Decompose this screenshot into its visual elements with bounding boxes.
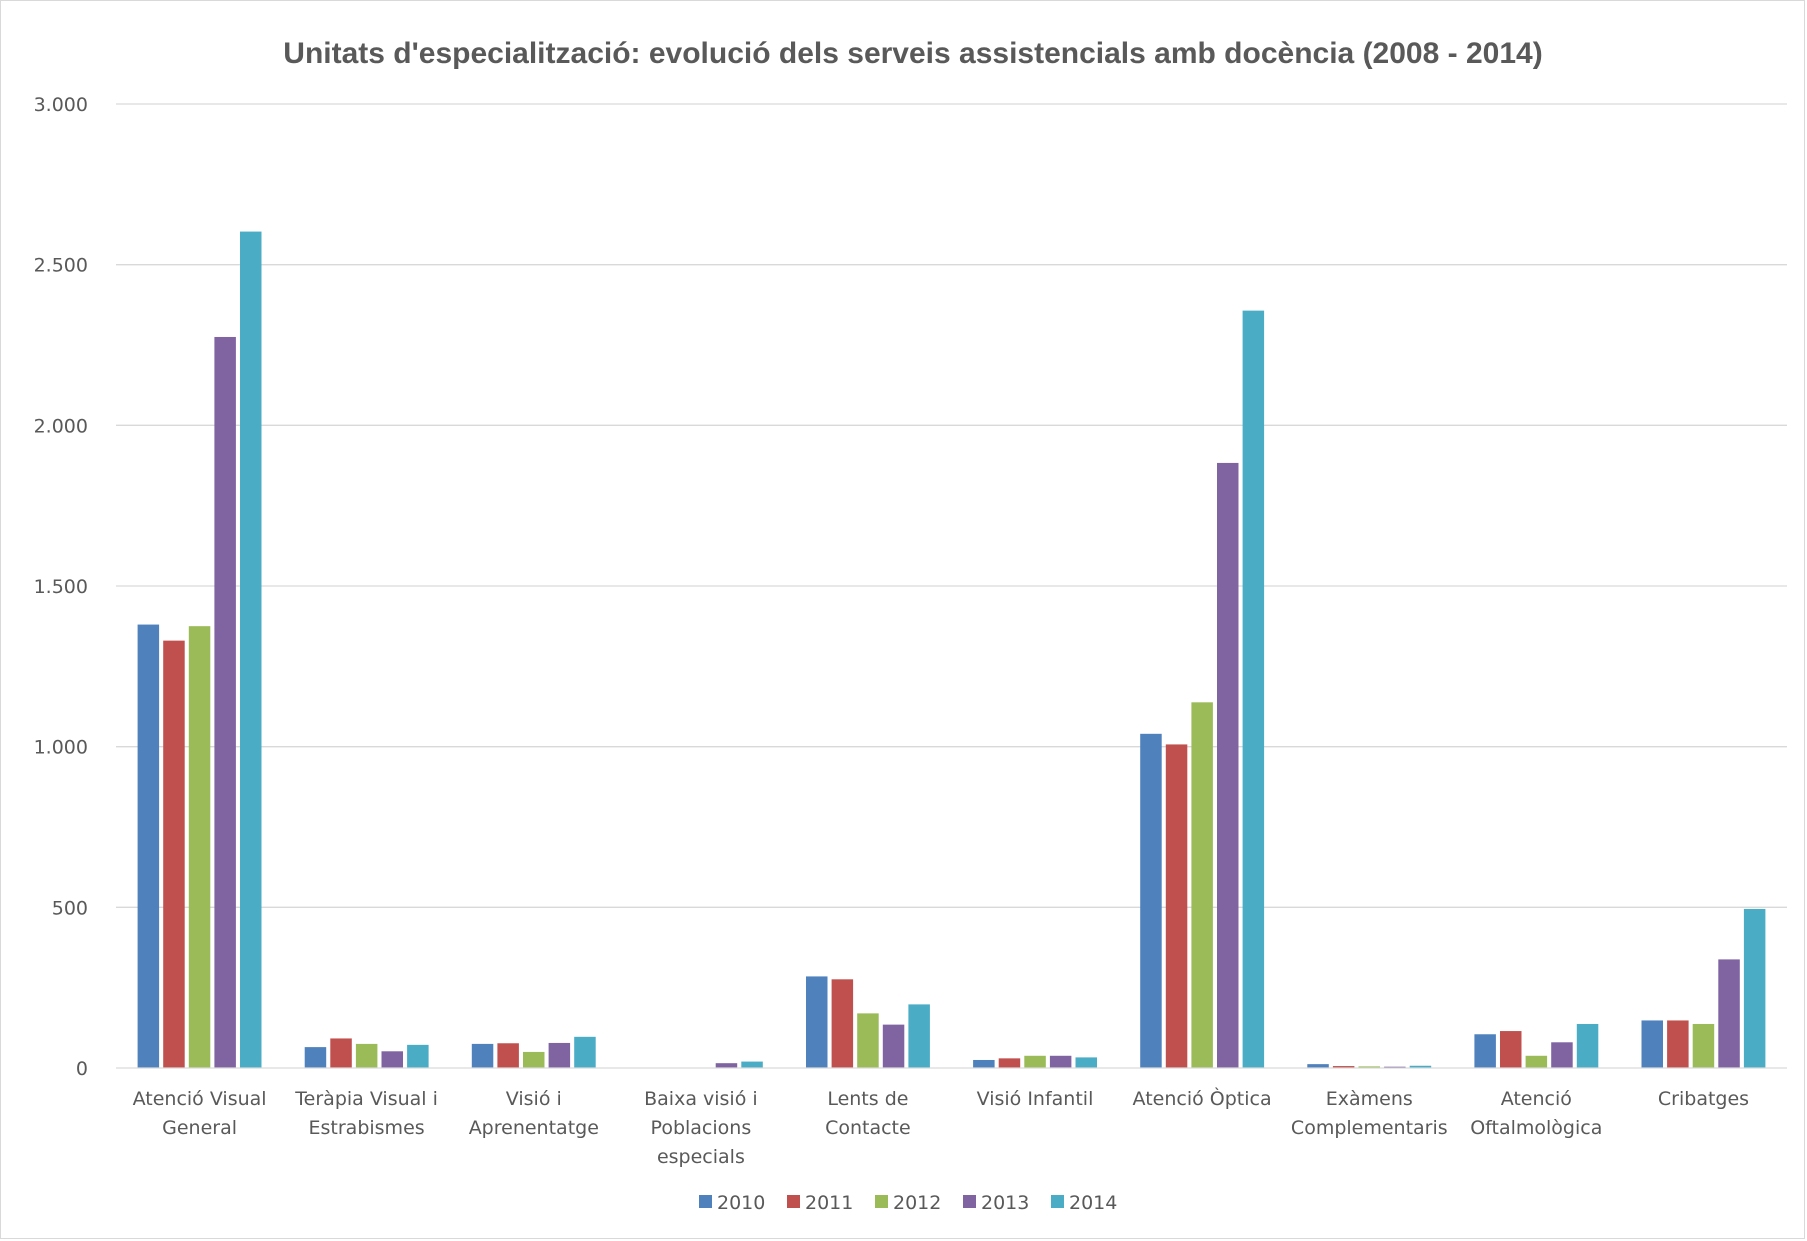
legend-swatch-2014 — [1051, 1195, 1064, 1208]
bar-2010-5 — [973, 1059, 995, 1068]
y-axis-ticks: 0 500 1.000 1.500 2.000 2.500 3.000 — [34, 94, 88, 1080]
category-label: Contacte — [825, 1117, 911, 1139]
legend-label: 2010 — [717, 1192, 765, 1214]
bars — [137, 231, 1766, 1069]
bar-2012-2 — [523, 1051, 545, 1068]
legend-swatch-2010 — [699, 1195, 712, 1208]
legend-label: 2013 — [981, 1192, 1029, 1214]
y-tick-label: 2.000 — [34, 415, 88, 437]
bar-2010-9 — [1641, 1020, 1663, 1068]
category-label: Complementaris — [1291, 1117, 1448, 1139]
bar-2010-8 — [1474, 1034, 1496, 1068]
bar-2011-8 — [1500, 1031, 1522, 1068]
chart-title: Unitats d'especialització: evolució dels… — [283, 37, 1542, 70]
category-label: Oftalmològica — [1470, 1117, 1602, 1139]
bar-2012-8 — [1525, 1055, 1548, 1068]
bar-2013-0 — [214, 336, 236, 1069]
bar-2013-8 — [1551, 1042, 1573, 1068]
bar-2014-4 — [908, 1004, 930, 1068]
bar-2014-9 — [1743, 908, 1766, 1068]
bar-2010-7 — [1307, 1064, 1329, 1068]
category-label: Baixa visió i — [644, 1088, 758, 1110]
bar-2011-0 — [163, 640, 185, 1068]
bar-2011-2 — [497, 1043, 519, 1068]
y-tick-label: 1.000 — [34, 737, 88, 759]
category-labels: Atenció Visual General Teràpia Visual i Est… — [133, 1086, 1749, 1168]
category-label: Exàmens — [1326, 1088, 1413, 1110]
bar-2014-1 — [407, 1044, 429, 1068]
bar-2012-5 — [1024, 1055, 1046, 1068]
category-label: Visió i — [506, 1088, 562, 1110]
category-label: Atenció Visual — [133, 1088, 267, 1110]
bar-2011-4 — [831, 979, 854, 1068]
bar-2012-9 — [1692, 1023, 1715, 1068]
legend-swatch-2011 — [787, 1195, 800, 1208]
category-label: Lents de — [827, 1088, 908, 1110]
category-label: Cribatges — [1658, 1088, 1749, 1110]
y-tick-label: 3.000 — [34, 94, 88, 116]
category-label: Visió Infantil — [977, 1088, 1094, 1110]
category-label: Poblacions — [651, 1117, 752, 1139]
bar-2013-9 — [1718, 959, 1740, 1068]
bar-2012-1 — [355, 1043, 378, 1068]
bar-2013-2 — [548, 1042, 571, 1068]
category-label: General — [162, 1117, 237, 1139]
bar-2014-3 — [741, 1061, 763, 1068]
bar-2011-1 — [330, 1038, 352, 1068]
legend-label: 2011 — [805, 1192, 853, 1214]
category-label: Atenció Òptica — [1133, 1086, 1272, 1110]
bar-2014-6 — [1242, 310, 1265, 1068]
legend-label: 2014 — [1069, 1192, 1117, 1214]
legend-label: 2012 — [893, 1192, 941, 1214]
bar-2014-8 — [1576, 1023, 1599, 1068]
bar-2014-5 — [1075, 1057, 1097, 1068]
category-label: Atenció — [1501, 1088, 1572, 1110]
bar-2013-3 — [715, 1063, 738, 1068]
bar-2012-7 — [1358, 1066, 1380, 1068]
y-tick-label: 0 — [76, 1058, 88, 1080]
y-tick-label: 1.500 — [34, 576, 88, 598]
bar-2011-9 — [1667, 1020, 1689, 1068]
bar-2010-6 — [1140, 733, 1162, 1068]
bar-2013-4 — [882, 1024, 905, 1068]
bar-2012-0 — [188, 626, 211, 1068]
bar-2011-5 — [998, 1058, 1021, 1068]
category-label: Teràpia Visual i — [294, 1088, 438, 1110]
bar-2012-4 — [857, 1013, 879, 1068]
gridlines — [116, 103, 1787, 908]
legend-swatch-2012 — [875, 1195, 888, 1208]
category-label: especials — [657, 1146, 745, 1168]
legend-swatch-2013 — [963, 1195, 976, 1208]
bar-2014-2 — [574, 1036, 596, 1068]
category-label: Aprenentatge — [469, 1117, 599, 1139]
bar-2014-7 — [1409, 1065, 1432, 1068]
bar-2014-0 — [240, 231, 262, 1068]
bar-2010-4 — [806, 976, 828, 1068]
bar-2013-1 — [381, 1051, 403, 1068]
bar-2010-0 — [137, 624, 160, 1068]
y-tick-label: 2.500 — [34, 255, 88, 277]
category-label: Estrabismes — [309, 1117, 425, 1139]
bar-2011-6 — [1165, 744, 1188, 1068]
y-tick-label: 500 — [52, 897, 88, 919]
bar-2013-5 — [1049, 1055, 1072, 1068]
bar-2012-6 — [1191, 702, 1213, 1068]
bar-2010-2 — [471, 1043, 494, 1068]
bar-2010-1 — [304, 1047, 327, 1068]
bar-2013-6 — [1217, 462, 1239, 1068]
bar-2011-7 — [1332, 1066, 1355, 1068]
legend: 2010 2011 2012 2013 2014 — [699, 1192, 1117, 1214]
